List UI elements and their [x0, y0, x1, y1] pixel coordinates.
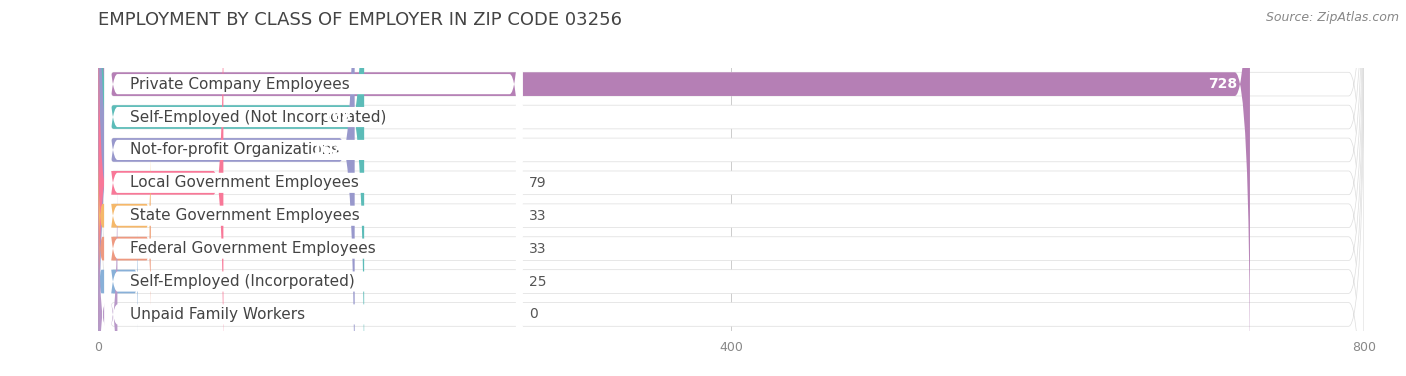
FancyBboxPatch shape [98, 0, 1364, 376]
FancyBboxPatch shape [98, 227, 138, 335]
Text: Self-Employed (Incorporated): Self-Employed (Incorporated) [131, 274, 354, 289]
Text: 0: 0 [529, 308, 537, 321]
FancyBboxPatch shape [98, 0, 1364, 376]
FancyBboxPatch shape [98, 0, 1364, 376]
FancyBboxPatch shape [98, 0, 1364, 376]
FancyBboxPatch shape [105, 0, 523, 337]
FancyBboxPatch shape [98, 141, 150, 291]
FancyBboxPatch shape [98, 168, 118, 376]
Text: Federal Government Employees: Federal Government Employees [131, 241, 375, 256]
FancyBboxPatch shape [98, 0, 1250, 376]
FancyBboxPatch shape [105, 0, 523, 376]
FancyBboxPatch shape [98, 0, 1364, 376]
Text: 25: 25 [529, 274, 546, 288]
FancyBboxPatch shape [98, 0, 364, 376]
FancyBboxPatch shape [98, 174, 150, 324]
Text: 33: 33 [529, 242, 546, 256]
Text: 33: 33 [529, 209, 546, 223]
Text: 728: 728 [1208, 77, 1237, 91]
Text: Self-Employed (Not Incorporated): Self-Employed (Not Incorporated) [131, 109, 387, 124]
Text: EMPLOYMENT BY CLASS OF EMPLOYER IN ZIP CODE 03256: EMPLOYMENT BY CLASS OF EMPLOYER IN ZIP C… [98, 11, 623, 29]
Text: 79: 79 [529, 176, 547, 190]
FancyBboxPatch shape [105, 0, 523, 370]
FancyBboxPatch shape [105, 0, 523, 376]
Text: Source: ZipAtlas.com: Source: ZipAtlas.com [1265, 11, 1399, 24]
FancyBboxPatch shape [98, 0, 354, 376]
Text: State Government Employees: State Government Employees [131, 208, 360, 223]
Text: Local Government Employees: Local Government Employees [131, 175, 359, 190]
FancyBboxPatch shape [105, 0, 523, 376]
Text: Private Company Employees: Private Company Employees [131, 77, 350, 92]
FancyBboxPatch shape [105, 29, 523, 376]
FancyBboxPatch shape [98, 11, 1364, 376]
Text: 162: 162 [314, 143, 342, 157]
Text: Not-for-profit Organizations: Not-for-profit Organizations [131, 143, 339, 158]
FancyBboxPatch shape [98, 0, 224, 376]
FancyBboxPatch shape [98, 0, 1364, 376]
FancyBboxPatch shape [105, 0, 523, 376]
Text: 168: 168 [322, 110, 352, 124]
FancyBboxPatch shape [105, 61, 523, 376]
FancyBboxPatch shape [98, 0, 1364, 376]
Text: Unpaid Family Workers: Unpaid Family Workers [131, 307, 305, 322]
